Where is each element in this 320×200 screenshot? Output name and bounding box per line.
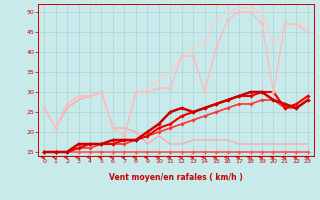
X-axis label: Vent moyen/en rafales ( km/h ): Vent moyen/en rafales ( km/h ): [109, 173, 243, 182]
